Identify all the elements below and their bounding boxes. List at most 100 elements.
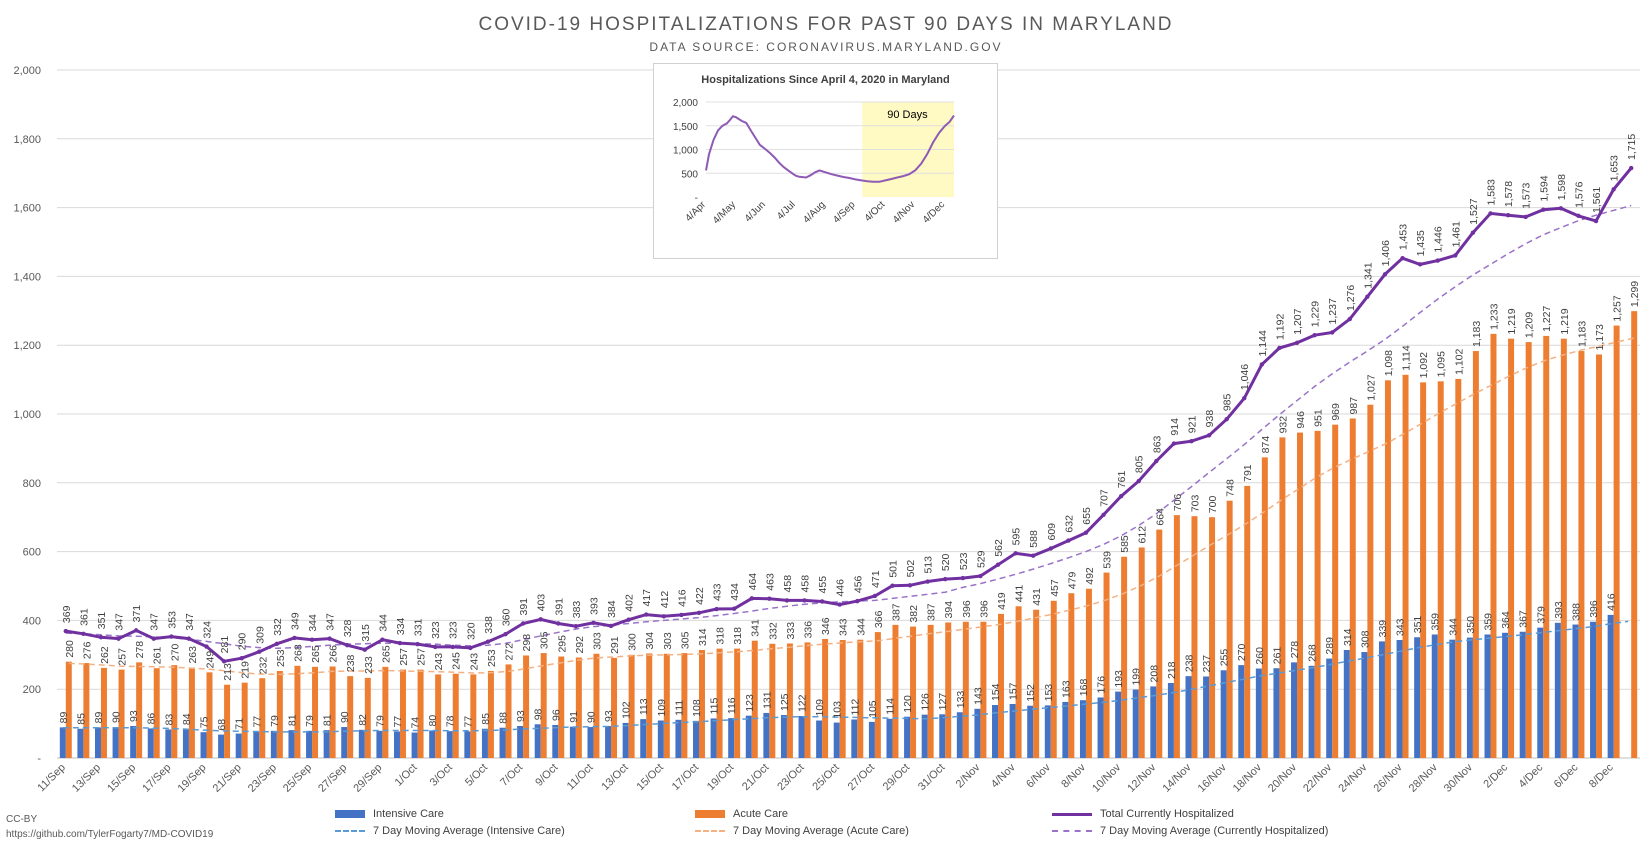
inset-x-tick-label: 4/Apr [683,199,708,224]
bar-acute [1261,457,1268,758]
data-label-total: 344 [307,614,319,632]
data-label-acute: 332 [767,622,779,640]
bar-intensive [939,714,946,758]
bar-acute [1402,374,1409,758]
data-label-acute: 336 [803,621,815,639]
bar-intensive [1326,658,1333,758]
data-label-total: 309 [254,626,266,644]
data-label-intensive: 270 [1236,643,1248,661]
data-label-intensive: 314 [1342,628,1354,646]
data-label-total: 1,046 [1239,364,1251,390]
data-label-acute: 304 [644,632,656,650]
data-label-acute: 431 [1031,588,1043,606]
total-point [520,621,526,626]
bar-intensive [833,722,840,758]
legend-label-ma-intensive: 7 Day Moving Average (Intensive Care) [373,825,565,837]
legend-item-ma-intensive: 7 Day Moving Average (Intensive Care) [335,823,565,839]
bar-acute [118,669,125,758]
data-label-acute: 318 [732,627,744,645]
data-label-total: 331 [413,618,425,636]
data-label-total: 1,598 [1556,174,1568,200]
data-label-total: 434 [729,583,741,601]
data-label-acute: 249 [204,651,216,669]
data-label-total: 338 [483,616,495,634]
data-label-total: 332 [272,618,284,636]
bar-intensive [464,731,471,758]
total-point [345,642,350,648]
bar-acute [417,669,424,758]
data-label-intensive: 91 [568,711,580,723]
x-tick-label: 3/Oct [428,762,455,789]
data-label-intensive: 367 [1518,610,1530,628]
total-point [257,649,262,654]
bar-intensive [1044,705,1051,758]
bar-intensive [306,730,313,758]
data-label-total: 1,435 [1415,230,1427,256]
bar-intensive [1466,637,1473,758]
x-tick-label: 17/Oct [670,762,701,793]
x-tick-label: 24/Nov [1336,761,1369,794]
data-label-acute: 344 [855,618,867,636]
data-label-acute: 951 [1313,409,1325,427]
bar-acute [1613,325,1620,758]
data-label-intensive: 388 [1570,603,1582,621]
bar-intensive [974,708,981,758]
bar-acute [1191,516,1198,758]
chart-subtitle: DATA SOURCE: CORONAVIRUS.MARYLAND.GOV [649,40,1003,54]
data-label-intensive: 108 [691,699,703,717]
data-label-intensive: 343 [1395,618,1407,636]
data-label-acute: 1,173 [1594,324,1606,350]
data-label-acute: 238 [345,654,357,672]
x-tick-label: 25/Oct [810,762,841,793]
total-point [309,637,315,642]
bar-intensive [1203,676,1210,758]
chart-title: COVID-19 HOSPITALIZATIONS FOR PAST 90 DA… [478,14,1174,35]
data-label-intensive: 114 [884,698,896,715]
total-point [591,620,596,626]
data-label-total: 324 [202,621,214,639]
bar-acute [734,648,741,758]
data-label-intensive: 133 [955,691,967,709]
data-label-total: 1,578 [1503,181,1515,207]
bar-intensive [904,716,911,758]
data-label-acute: 748 [1225,479,1237,497]
bar-acute [294,665,301,758]
bar-intensive [1273,668,1280,758]
total-point [1154,458,1159,464]
data-label-intensive: 109 [814,699,826,717]
data-label-total: 632 [1063,515,1075,533]
bar-acute [399,669,406,758]
data-label-intensive: 393 [1553,601,1565,619]
footer-url[interactable]: https://github.com/TylerFogarty7/MD-COVI… [6,829,214,840]
total-point [943,576,948,582]
data-label-acute: 987 [1348,397,1360,415]
data-label-total: 412 [659,591,671,609]
data-label-total: 463 [764,573,776,591]
data-label-acute: 457 [1049,579,1061,597]
bar-acute [1437,381,1444,758]
data-label-intensive: 278 [1289,641,1301,659]
total-point [1101,512,1106,517]
bar-intensive [218,734,225,758]
data-label-intensive: 93 [603,710,615,722]
total-point [133,628,139,633]
total-point [327,636,332,641]
bar-acute [329,666,336,758]
bar-intensive [1150,686,1157,758]
bar-acute [716,648,723,758]
total-point [1118,494,1124,499]
total-point [890,583,895,588]
data-label-intensive: 93 [515,710,527,722]
bar-acute [1543,335,1550,758]
bar-acute [1472,351,1479,758]
data-label-intensive: 193 [1113,670,1125,688]
data-label-intensive: 154 [990,683,1002,701]
data-label-intensive: 153 [1043,684,1055,702]
bar-intensive [1291,662,1298,758]
legend-swatch-ma-intensive [335,830,365,832]
bar-intensive [376,730,383,758]
bar-acute [786,643,793,758]
data-label-acute: 292 [574,636,586,654]
data-label-total: 1,341 [1362,262,1374,288]
total-point [696,610,702,616]
